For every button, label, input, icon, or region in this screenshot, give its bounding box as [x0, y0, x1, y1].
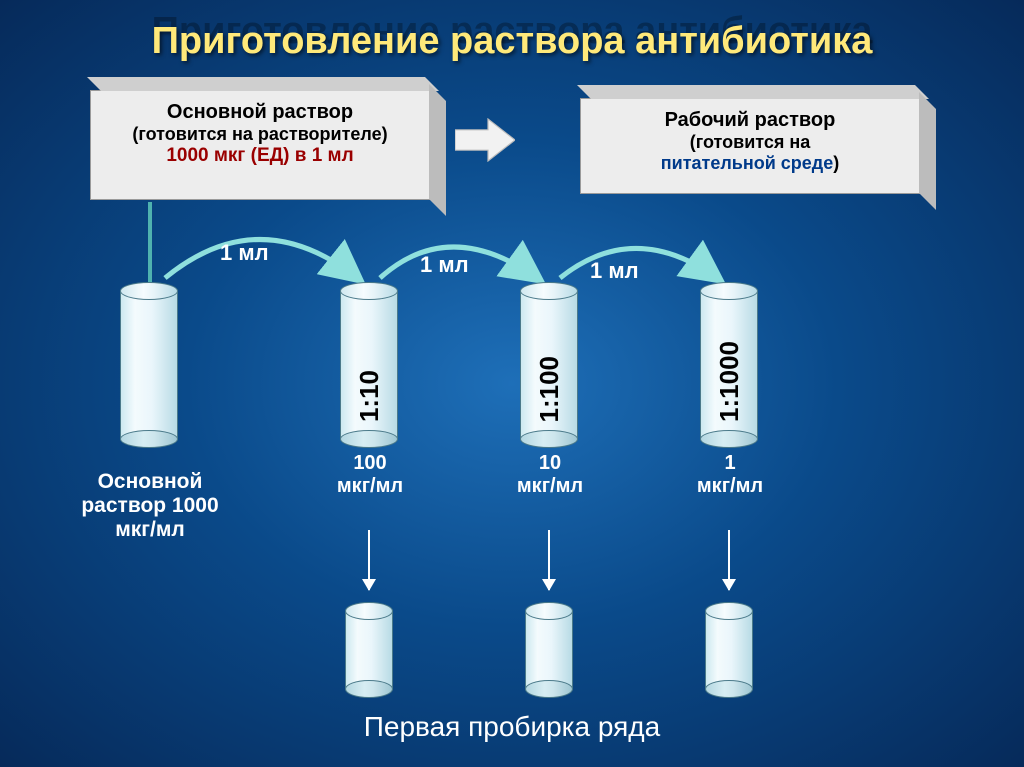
conc-3-value: 1 [724, 452, 735, 474]
transfer-volume-2: 1 мл [420, 252, 469, 278]
cylinder-dilution-1: 1:10 [340, 290, 398, 440]
conc-1: 100 мкг/мл [310, 452, 430, 498]
conc-3: 1 мкг/мл [670, 452, 790, 498]
box-right-paren: ) [833, 153, 839, 173]
transfer-volume-3: 1 мл [590, 258, 639, 284]
box-left-line2: (готовится на растворителе) [107, 124, 413, 145]
box-working-solution: Рабочий раствор (готовится на питательно… [580, 98, 920, 194]
cylinder-row-1 [345, 610, 393, 690]
box-right-line2b: питательной среде [661, 153, 833, 173]
box-left-line1: Основной раствор [107, 101, 413, 124]
box-main-solution: Основной раствор (готовится на растворит… [90, 90, 430, 200]
conc-2-unit: мкг/мл [517, 475, 583, 497]
ratio-1: 1:10 [354, 370, 384, 422]
transfer-volume-1: 1 мл [220, 240, 269, 266]
ratio-3: 1:1000 [714, 341, 744, 422]
conc-1-unit: мкг/мл [337, 475, 403, 497]
ratio-2: 1:100 [534, 356, 564, 423]
box-right-line2a: (готовится на [690, 132, 810, 152]
bottom-caption: Первая пробирка ряда [0, 711, 1024, 743]
stock-label: Основной раствор 1000 мкг/мл [60, 470, 240, 542]
box-right-line1: Рабочий раствор [597, 109, 903, 132]
conc-1-value: 100 [353, 452, 386, 474]
arrow-down-2-icon [548, 530, 550, 590]
arrow-down-1-icon [368, 530, 370, 590]
conc-2-value: 10 [539, 452, 561, 474]
cylinder-row-3 [705, 610, 753, 690]
page-title: Приготовление раствора антибиотика [0, 20, 1024, 63]
box-right-line2: (готовится на питательной среде) [597, 132, 903, 174]
box-left-line3: 1000 мкг (ЕД) в 1 мл [107, 145, 413, 167]
cylinder-stock [120, 290, 178, 440]
conc-2: 10 мкг/мл [490, 452, 610, 498]
arrow-main-to-working-icon [455, 118, 515, 162]
cylinder-dilution-2: 1:100 [520, 290, 578, 440]
cylinder-row-2 [525, 610, 573, 690]
cylinder-dilution-3: 1:1000 [700, 290, 758, 440]
conc-3-unit: мкг/мл [697, 475, 763, 497]
arrow-down-3-icon [728, 530, 730, 590]
